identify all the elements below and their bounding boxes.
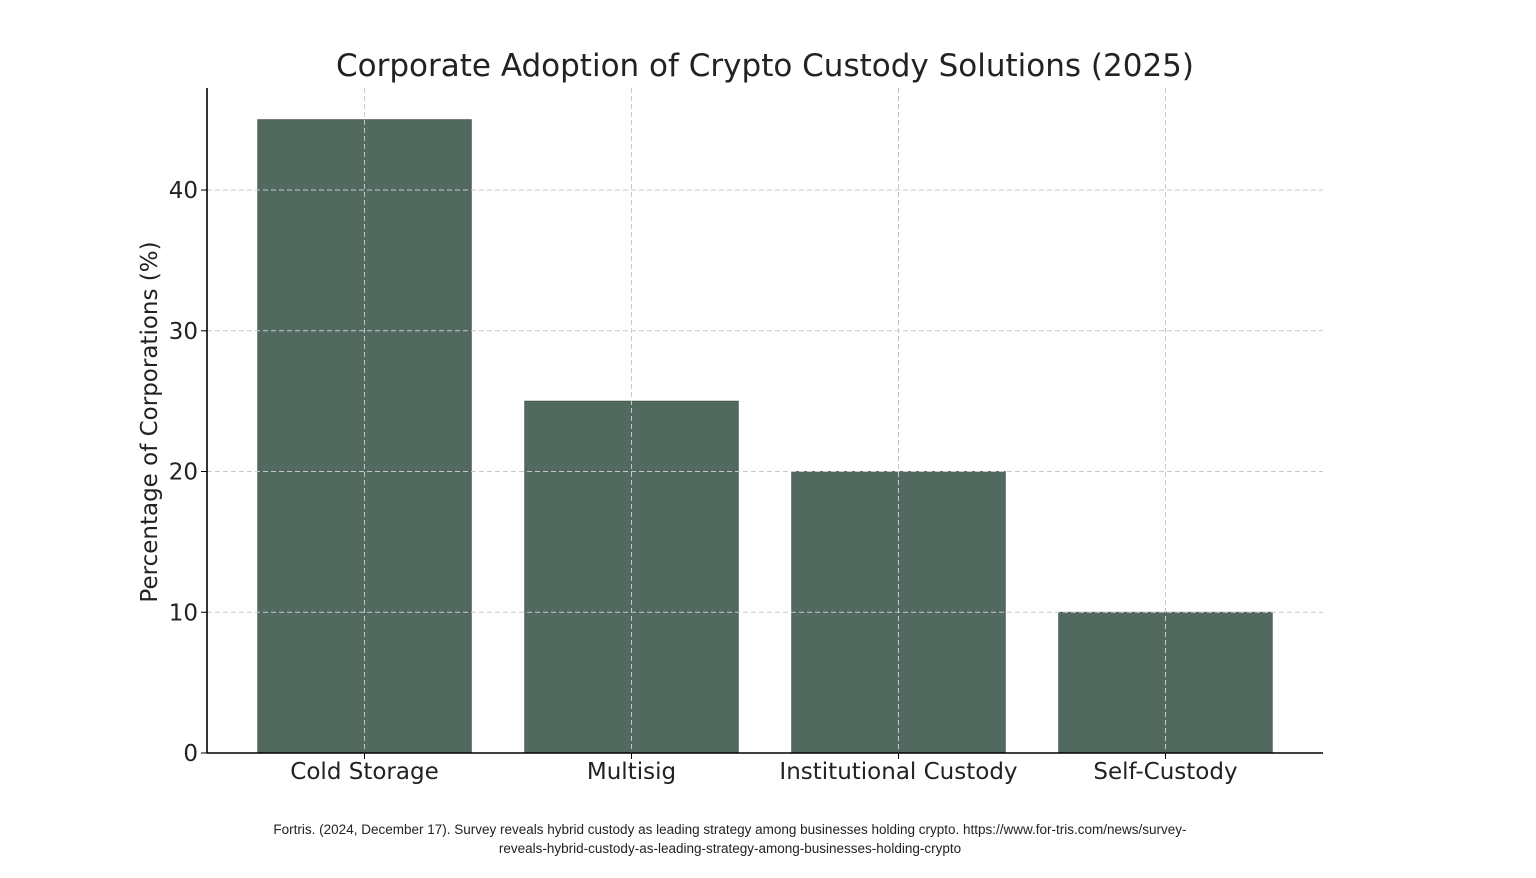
chart-title: Corporate Adoption of Crypto Custody Sol…: [336, 48, 1194, 84]
y-tick-label: 40: [169, 178, 198, 204]
y-axis-label: Percentage of Corporations (%): [137, 241, 163, 602]
y-tick-label: 20: [169, 460, 198, 486]
x-tick-label: Multisig: [587, 759, 676, 785]
y-tick-label: 10: [169, 600, 198, 626]
y-tick-label: 30: [169, 319, 198, 345]
x-tick-label: Cold Storage: [290, 759, 438, 785]
x-tick-label: Self-Custody: [1093, 759, 1237, 785]
x-tick-label: Institutional Custody: [779, 759, 1017, 785]
citation: Fortris. (2024, December 17). Survey rev…: [273, 822, 1187, 856]
y-tick-label: 0: [183, 741, 198, 767]
